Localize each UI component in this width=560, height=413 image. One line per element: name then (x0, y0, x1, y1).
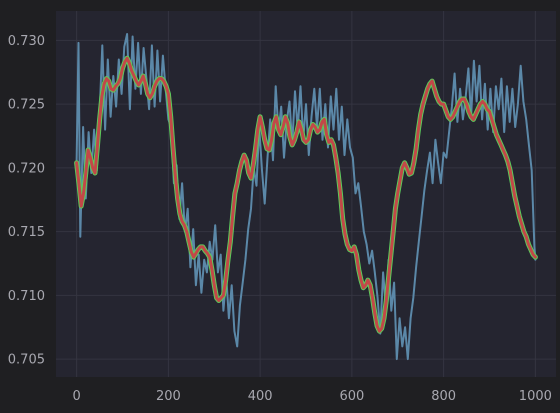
y-tick-label: 0.730 (8, 34, 45, 49)
x-tick-label: 800 (431, 389, 456, 404)
tick-labels: 0.705 0.710 0.715 0.720 0.725 0.730 0 200 400 600… (8, 34, 552, 404)
series-line-3 (75, 56, 537, 333)
y-tick-label: 0.705 (8, 353, 45, 368)
x-tick-label: 600 (339, 389, 364, 404)
x-tick-label: 1000 (519, 389, 552, 404)
grid (56, 11, 556, 377)
x-tick-label: 400 (248, 389, 273, 404)
series-layer (74, 33, 538, 361)
y-tick-label: 0.720 (8, 161, 45, 176)
series-line-1 (75, 33, 537, 361)
y-tick-label: 0.725 (8, 98, 45, 113)
x-tick-label: 0 (73, 389, 81, 404)
y-tick-label: 0.715 (8, 225, 45, 240)
x-tick-label: 200 (156, 389, 181, 404)
y-tick-label: 0.710 (8, 289, 45, 304)
